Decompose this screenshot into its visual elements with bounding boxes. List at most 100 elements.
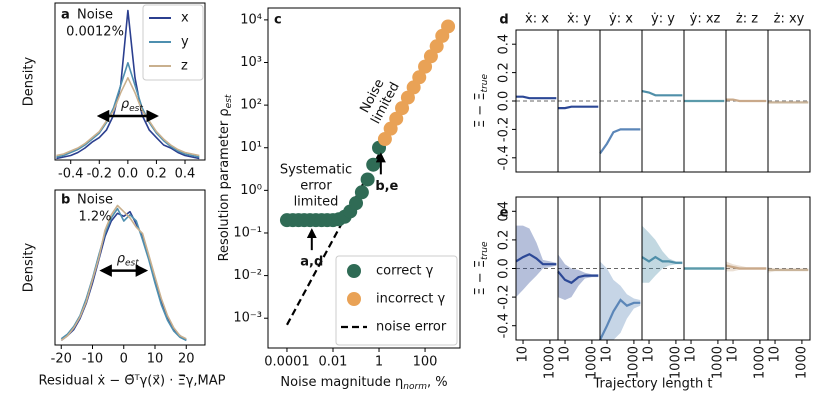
x-tick-label: 10 — [516, 346, 531, 363]
y-axis-label-sub: true — [480, 241, 490, 260]
annotation: limited — [294, 195, 339, 210]
point — [366, 157, 381, 172]
y-tick-label: -0.4 — [497, 313, 512, 338]
y-tick-label: 0.4 — [497, 201, 512, 222]
legend-box — [142, 4, 204, 81]
estimate-line — [599, 128, 641, 155]
point — [360, 172, 375, 187]
x-axis-label-main: Noise magnitude η — [280, 375, 403, 390]
estimate-line — [599, 298, 641, 341]
estimate-line — [641, 90, 683, 97]
y-tick-label: 0.4 — [497, 34, 512, 55]
x-tick-label: 1000 — [752, 346, 767, 379]
annotation: Systematic — [280, 163, 352, 178]
density-line — [56, 77, 200, 157]
density-line — [60, 204, 187, 342]
estimate-line — [557, 270, 599, 285]
y-axis-label: Resolution parameter ρest — [217, 94, 234, 261]
legend-label: noise error — [376, 320, 447, 335]
axes-frame — [767, 29, 811, 173]
x-tick-label: -0.2 — [87, 167, 112, 182]
x-tick-label: -20 — [51, 352, 72, 367]
x-axis-label: Trajectory length t — [593, 377, 713, 392]
subplot-title: ẋ: y — [567, 12, 591, 27]
legend-label: z — [181, 59, 188, 74]
legend-swatch — [347, 292, 361, 306]
noise-label: Noise — [77, 8, 113, 23]
y-tick-label: -0.2 — [497, 117, 512, 142]
noise-value: 1.2% — [78, 210, 111, 225]
x-tick-label: 0.2 — [146, 167, 167, 182]
estimate-line — [641, 255, 683, 264]
point — [412, 70, 427, 85]
y-axis-label: Density — [22, 56, 37, 106]
legend-swatch — [347, 264, 361, 278]
x-tick-label: 1000 — [542, 346, 557, 379]
y-tick-label: -0.4 — [497, 145, 512, 170]
noise-value: 0.0012% — [66, 25, 124, 40]
subplot-title: ẏ: x — [609, 12, 633, 27]
x-tick-label: 1000 — [710, 346, 725, 379]
subplot-title: ẏ: y — [651, 12, 675, 27]
point — [395, 101, 410, 116]
y-tick-label: 10³ — [240, 55, 262, 70]
x-tick-label: 0.0001 — [264, 355, 310, 370]
y-axis-label: Density — [22, 242, 37, 292]
estimate-line — [558, 105, 599, 110]
axes-frame — [767, 196, 811, 341]
y-axis-label-main: Resolution parameter ρ — [217, 108, 232, 261]
x-tick-label: 0.01 — [319, 355, 348, 370]
subplot-title: ẏ: xz — [690, 12, 721, 27]
density-line — [60, 207, 187, 342]
y-tick-label: 10⁰ — [240, 183, 262, 198]
panel-label: d — [499, 13, 508, 28]
rho-label: ρest — [117, 251, 139, 268]
x-tick-label: 10 — [642, 346, 657, 363]
y-tick-label: 0.0 — [497, 91, 512, 112]
y-tick-label: 10⁴ — [240, 12, 262, 27]
legend-label: x — [181, 11, 189, 26]
x-tick-label: 1000 — [626, 346, 641, 379]
y-tick-label: 10¹ — [240, 140, 262, 155]
panel-label: b — [61, 193, 70, 208]
y-tick-label: 10⁻³ — [233, 311, 262, 326]
y-axis-label-sub: est — [224, 94, 234, 108]
point — [349, 196, 364, 211]
x-tick-label: 0.0 — [118, 167, 139, 182]
x-axis-label-sub: norm — [403, 382, 427, 392]
y-axis-label: Ξ − Ξtrue — [473, 241, 490, 296]
x-axis-label: Noise magnitude ηnorm, % — [280, 375, 447, 392]
point — [400, 90, 415, 105]
rho-symbol: ρ — [121, 97, 130, 112]
noise-label: Noise — [77, 193, 113, 208]
x-tick-label: 10 — [600, 346, 615, 363]
estimate-line — [726, 98, 767, 103]
pointer-label: a,d — [300, 255, 323, 270]
x-tick-label: 1000 — [584, 346, 599, 379]
legend-label: correct γ — [376, 264, 434, 279]
axes-frame — [267, 7, 461, 349]
point — [418, 59, 433, 74]
x-axis-label-tail: , % — [427, 375, 448, 390]
x-tick-label: 1000 — [794, 346, 809, 379]
subplot-title: ẋ: x — [525, 12, 549, 27]
y-axis-label: Ξ − Ξtrue — [473, 74, 490, 129]
rho-symbol: ρ — [117, 251, 126, 266]
estimate-line — [516, 95, 557, 100]
x-tick-label: 10 — [726, 346, 741, 363]
y-tick-label: 0.2 — [497, 230, 512, 251]
point — [389, 111, 404, 126]
y-tick-label: 10² — [240, 98, 262, 113]
panel-label: a — [61, 8, 70, 23]
y-axis-label-main: Ξ − Ξ — [473, 260, 488, 296]
axes-frame — [54, 189, 206, 346]
y-tick-label: 0.0 — [497, 258, 512, 279]
legend-label: incorrect γ — [376, 292, 446, 307]
y-axis-label-main: Ξ − Ξ — [473, 92, 488, 128]
legend-label: y — [181, 35, 189, 50]
panel-label: c — [274, 13, 282, 28]
pointer-label: b,e — [375, 179, 398, 194]
x-tick-label: 10 — [147, 352, 164, 367]
